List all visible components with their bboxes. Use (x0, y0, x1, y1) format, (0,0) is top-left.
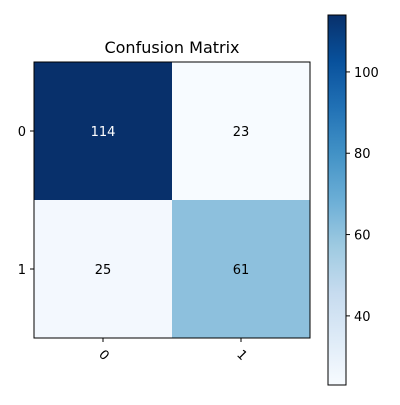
x-tick-label: 0 (95, 347, 111, 363)
colorbar-gradient (328, 15, 346, 385)
heatmap-cell (34, 200, 172, 338)
colorbar: 40 60 80 100 (327, 14, 379, 386)
heatmap-value-labels: 114 23 25 61 (91, 125, 250, 278)
heatmap-cell (172, 62, 310, 200)
cell-value-label: 114 (91, 125, 116, 140)
heatmap-cell (172, 200, 310, 338)
x-tick-label: 1 (233, 347, 249, 363)
cell-value-label: 23 (233, 125, 250, 140)
plot-frame (33, 61, 311, 339)
y-tick-label: 1 (18, 263, 26, 278)
chart-title: Confusion Matrix (104, 38, 239, 57)
colorbar-tick-label: 60 (354, 229, 371, 244)
y-tick-label: 0 (18, 125, 26, 140)
colorbar-frame (327, 14, 347, 386)
colorbar-tick-label: 40 (354, 310, 371, 325)
cell-value-label: 61 (233, 263, 250, 278)
heatmap-cell (34, 62, 172, 200)
colorbar-tick-label: 100 (354, 66, 379, 81)
cell-value-label: 25 (95, 263, 112, 278)
colorbar-tick-label: 80 (354, 147, 371, 162)
heatmap-cells (34, 62, 310, 338)
